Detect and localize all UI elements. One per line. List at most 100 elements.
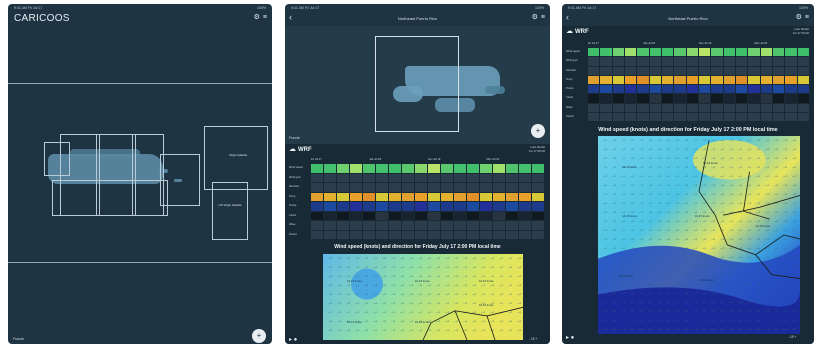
table-cell[interactable] <box>467 173 479 182</box>
table-cell[interactable] <box>311 221 323 230</box>
region-box-south[interactable] <box>52 180 168 216</box>
table-cell[interactable] <box>532 230 544 239</box>
selected-region-box[interactable] <box>375 36 459 132</box>
table-cell[interactable] <box>454 164 466 173</box>
table-cell[interactable] <box>674 94 686 103</box>
region-map[interactable]: + Fraude <box>285 26 550 144</box>
table-cell[interactable] <box>441 192 453 201</box>
table-cell[interactable] <box>674 103 686 112</box>
table-cell[interactable] <box>337 164 349 173</box>
table-cell[interactable] <box>454 230 466 239</box>
table-cell[interactable] <box>624 112 637 121</box>
table-cell[interactable] <box>748 66 760 75</box>
table-cell[interactable] <box>600 57 612 66</box>
table-cell[interactable] <box>441 211 453 220</box>
table-cell[interactable] <box>428 192 440 201</box>
table-cell[interactable] <box>600 75 612 84</box>
table-cell[interactable] <box>661 66 674 75</box>
table-cell[interactable] <box>723 66 735 75</box>
table-cell[interactable] <box>428 202 440 211</box>
table-cell[interactable] <box>467 221 479 230</box>
table-cell[interactable] <box>612 94 624 103</box>
table-cell[interactable] <box>612 66 624 75</box>
table-cell[interactable] <box>311 164 323 173</box>
table-cell[interactable] <box>735 48 748 57</box>
table-cell[interactable] <box>415 173 427 182</box>
table-cell[interactable] <box>711 66 723 75</box>
table-cell[interactable] <box>649 75 661 84</box>
table-cell[interactable] <box>402 202 414 211</box>
table-cell[interactable] <box>711 75 723 84</box>
table-cell[interactable] <box>337 211 349 220</box>
table-cell[interactable] <box>376 202 388 211</box>
table-cell[interactable] <box>674 85 686 94</box>
table-cell[interactable] <box>698 85 711 94</box>
table-cell[interactable] <box>686 57 698 66</box>
table-cell[interactable] <box>723 48 735 57</box>
table-cell[interactable] <box>415 183 427 192</box>
table-cell[interactable] <box>624 48 637 57</box>
table-cell[interactable] <box>506 173 518 182</box>
table-cell[interactable] <box>402 221 414 230</box>
table-cell[interactable] <box>797 66 809 75</box>
table-cell[interactable] <box>772 85 785 94</box>
table-cell[interactable] <box>686 48 698 57</box>
menu-icon[interactable]: ≡ <box>262 14 267 21</box>
table-cell[interactable] <box>376 230 388 239</box>
table-cell[interactable] <box>389 230 401 239</box>
table-cell[interactable] <box>493 183 505 192</box>
table-cell[interactable] <box>661 112 674 121</box>
table-cell[interactable] <box>441 164 453 173</box>
table-cell[interactable] <box>760 85 772 94</box>
table-cell[interactable] <box>686 85 698 94</box>
table-cell[interactable] <box>532 164 544 173</box>
table-cell[interactable] <box>760 66 772 75</box>
table-cell[interactable] <box>723 103 735 112</box>
table-cell[interactable] <box>797 112 809 121</box>
table-cell[interactable] <box>588 75 600 84</box>
table-cell[interactable] <box>363 211 375 220</box>
table-cell[interactable] <box>588 66 600 75</box>
table-cell[interactable] <box>519 221 531 230</box>
table-cell[interactable] <box>389 173 401 182</box>
table-cell[interactable] <box>402 173 414 182</box>
table-cell[interactable] <box>389 211 401 220</box>
table-cell[interactable] <box>428 173 440 182</box>
table-cell[interactable] <box>493 173 505 182</box>
table-cell[interactable] <box>415 202 427 211</box>
table-cell[interactable] <box>624 66 637 75</box>
table-cell[interactable] <box>735 94 748 103</box>
table-cell[interactable] <box>493 164 505 173</box>
table-cell[interactable] <box>612 57 624 66</box>
table-cell[interactable] <box>363 221 375 230</box>
table-cell[interactable] <box>674 48 686 57</box>
table-cell[interactable] <box>612 112 624 121</box>
table-cell[interactable] <box>698 66 711 75</box>
table-cell[interactable] <box>532 211 544 220</box>
table-cell[interactable] <box>772 112 785 121</box>
table-cell[interactable] <box>797 75 809 84</box>
menu-icon[interactable]: ≡ <box>540 14 545 21</box>
table-cell[interactable] <box>532 173 544 182</box>
table-cell[interactable] <box>797 48 809 57</box>
table-cell[interactable] <box>748 94 760 103</box>
table-cell[interactable] <box>324 164 336 173</box>
table-cell[interactable] <box>797 103 809 112</box>
table-cell[interactable] <box>467 230 479 239</box>
table-cell[interactable] <box>415 164 427 173</box>
table-cell[interactable] <box>324 221 336 230</box>
zoom-control[interactable]: - 15 + <box>788 335 797 339</box>
table-cell[interactable] <box>735 112 748 121</box>
table-cell[interactable] <box>723 85 735 94</box>
table-cell[interactable] <box>698 75 711 84</box>
puerto-rico-island[interactable] <box>48 154 163 184</box>
table-cell[interactable] <box>735 66 748 75</box>
table-cell[interactable] <box>363 164 375 173</box>
wind-speed-map[interactable]: 10-15 knots 10-15 knots 10-15 knots 10-15 k… <box>323 254 523 340</box>
table-cell[interactable] <box>698 94 711 103</box>
table-cell[interactable] <box>480 192 492 201</box>
region-box-east[interactable] <box>160 154 200 206</box>
table-cell[interactable] <box>467 183 479 192</box>
table-cell[interactable] <box>661 103 674 112</box>
table-cell[interactable] <box>350 230 362 239</box>
